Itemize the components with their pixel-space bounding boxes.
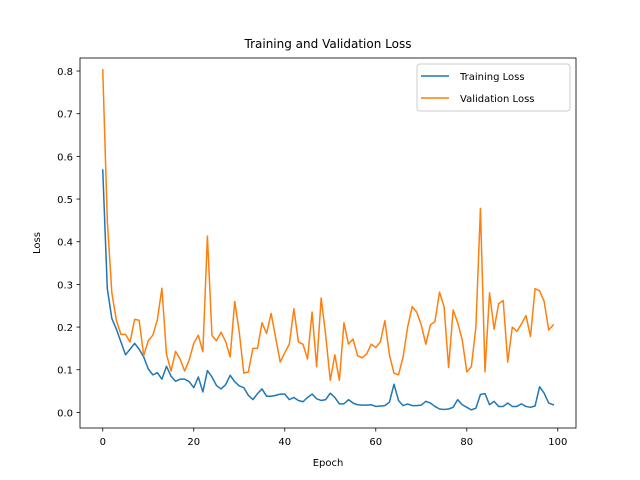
x-tick-label: 20 (187, 437, 200, 448)
x-axis-label: Epoch (313, 458, 344, 469)
y-tick-label: 0.5 (57, 195, 73, 206)
x-tick-label: 60 (369, 437, 382, 448)
y-tick-label: 0.3 (57, 280, 73, 291)
y-tick-label: 0.0 (57, 408, 73, 419)
y-tick-label: 0.8 (57, 67, 73, 78)
plot-frame (79, 57, 577, 429)
y-tick-label: 0.7 (57, 110, 73, 121)
legend-label-training: Training Loss (459, 72, 525, 83)
y-axis-label: Loss (32, 232, 43, 254)
chart-title: Training and Validation Loss (244, 37, 412, 51)
y-tick-label: 0.1 (57, 366, 73, 377)
x-tick-label: 40 (278, 437, 291, 448)
training-loss-line (101, 169, 555, 411)
y-tick-label: 0.6 (57, 152, 73, 163)
y-tick-label: 0.2 (57, 323, 73, 334)
legend-box (416, 63, 571, 112)
legend: Training Loss Validation Loss (416, 63, 571, 112)
x-tick-label: 0 (100, 437, 106, 448)
y-tick-label: 0.4 (57, 238, 73, 249)
x-tick-label: 80 (460, 437, 473, 448)
legend-label-validation: Validation Loss (460, 94, 535, 105)
validation-loss-line (101, 68, 555, 382)
x-tick-label: 100 (548, 437, 567, 448)
series-layer (101, 68, 555, 411)
tick-layer: 0 20 40 60 80 100 0.0 0.1 0.2 0.3 0.4 0.5 0.6 0.7 0.8 (57, 67, 567, 448)
